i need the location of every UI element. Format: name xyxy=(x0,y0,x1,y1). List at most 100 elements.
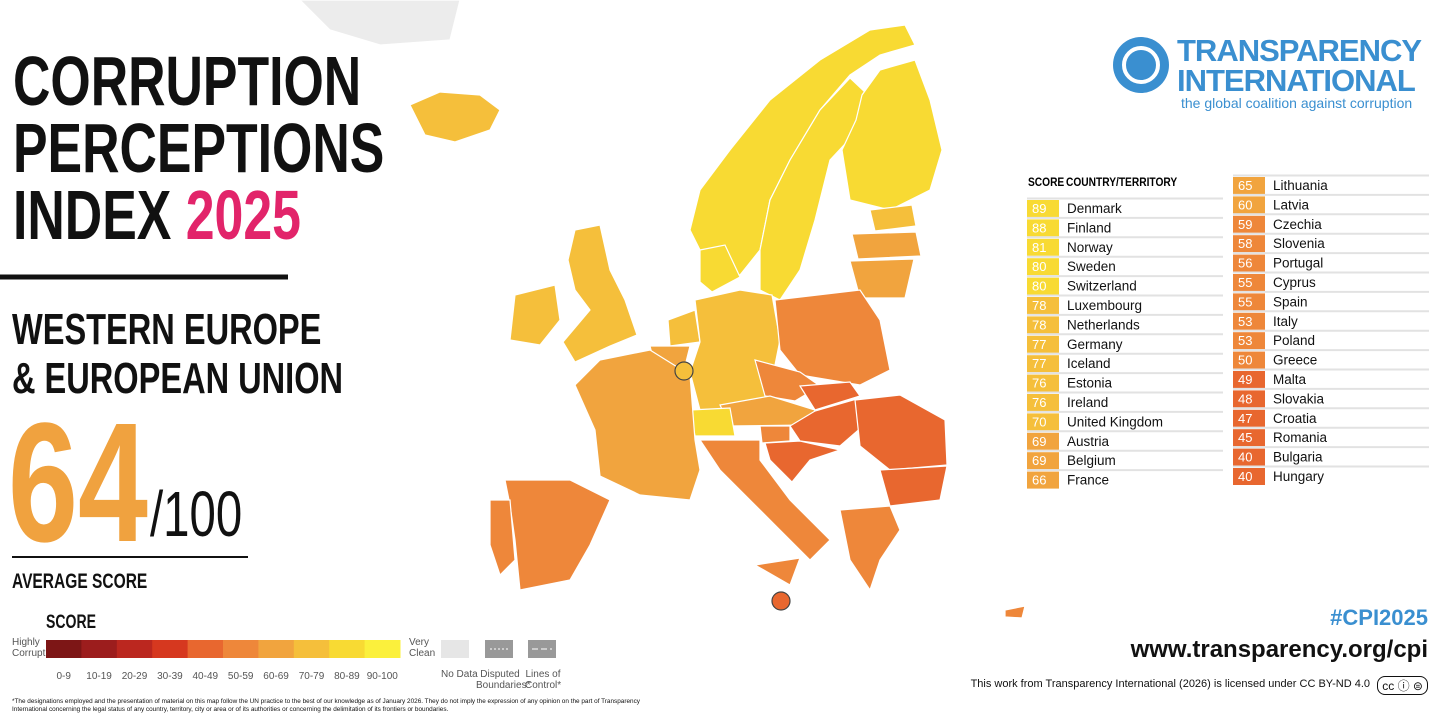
logo: TRANSPARENCY INTERNATIONAL xyxy=(1177,33,1422,98)
country-name: Hungary xyxy=(1273,469,1324,484)
score-cell xyxy=(1027,374,1059,392)
country-shape xyxy=(489,499,516,577)
legend-bin-label: 60-69 xyxy=(263,671,289,682)
score-text: 66 xyxy=(1032,473,1046,488)
legend-swatch xyxy=(81,640,118,658)
score-text: 45 xyxy=(1238,430,1252,445)
logo-text: INTERNATIONAL xyxy=(1177,63,1416,98)
logo-tagline: the global coalition against corruption xyxy=(1181,95,1413,111)
legend-swatch xyxy=(223,640,259,658)
country-name: Czechia xyxy=(1273,217,1322,232)
legend-bin-label: 40-49 xyxy=(193,671,219,682)
region-line: & EUROPEAN UNION xyxy=(12,354,344,403)
country-name: Austria xyxy=(1067,434,1110,449)
score-text: 80 xyxy=(1032,259,1046,274)
country-shape xyxy=(562,224,638,363)
legend-swatch xyxy=(152,640,189,658)
legend-bin-label: 80-89 xyxy=(334,671,360,682)
url: www.transparency.org/cpi xyxy=(1130,636,1428,663)
map xyxy=(299,0,1026,619)
score-cell xyxy=(1233,215,1265,233)
hashtag: #CPI2025 xyxy=(1330,605,1428,630)
country-name: Portugal xyxy=(1273,256,1323,271)
legend: 0-9 10-19 20-29 30-39 40-49 50-59 60-69 70-79 80… xyxy=(46,640,401,682)
score-text: 48 xyxy=(1238,391,1252,406)
country-shape xyxy=(879,465,948,507)
legend-bin-label: 50-59 xyxy=(228,671,254,682)
score-cell xyxy=(1233,312,1265,330)
score-text: 76 xyxy=(1032,395,1046,410)
country-shape xyxy=(841,59,943,211)
disclaimer: *The designations employed and the prese… xyxy=(12,698,640,713)
legend-loc: Lines of Control* xyxy=(525,669,562,691)
country-name: Luxembourg xyxy=(1067,298,1142,313)
legend-title: SCORE xyxy=(46,612,97,633)
score-cell xyxy=(1027,452,1059,470)
score-cell xyxy=(1233,390,1265,408)
country-name: Romania xyxy=(1273,430,1328,445)
country-shape xyxy=(409,91,501,143)
score-cell xyxy=(1027,355,1059,373)
legend-swatch xyxy=(116,640,153,658)
country-shape xyxy=(689,24,916,276)
country-name: Poland xyxy=(1273,333,1315,348)
country-name: Italy xyxy=(1273,314,1298,329)
license: This work from Transparency Internationa… xyxy=(970,678,1370,690)
table-header: COUNTRY/TERRITORY xyxy=(1066,176,1178,189)
score-text: 80 xyxy=(1032,279,1046,294)
country-name: Greece xyxy=(1273,353,1317,368)
title-line: INDEX 2025 xyxy=(13,180,384,250)
legend-swatch xyxy=(187,640,224,658)
country-shape xyxy=(667,309,701,347)
country-name: Iceland xyxy=(1067,356,1111,371)
score-text: 77 xyxy=(1032,356,1046,371)
score-cell xyxy=(1233,448,1265,466)
legend-bin-label: 10-19 xyxy=(86,671,112,682)
score-text: 40 xyxy=(1238,469,1252,484)
score-text: 70 xyxy=(1032,414,1046,429)
score-text: 76 xyxy=(1032,376,1046,391)
score-cell xyxy=(1027,413,1059,431)
score-text: 58 xyxy=(1238,236,1252,251)
country-shape xyxy=(509,284,561,346)
country-name: United Kingdom xyxy=(1067,414,1163,429)
legend-swatch xyxy=(46,640,82,658)
average-out-of: /100 xyxy=(150,478,243,550)
title-line: INDEX xyxy=(13,176,172,254)
country-name: Switzerland xyxy=(1067,279,1137,294)
title: CORRUPTION PERCEPTIONS INDEX 2025 xyxy=(13,46,385,250)
country-shape xyxy=(504,479,611,591)
country-shape xyxy=(698,439,831,561)
score-text: 56 xyxy=(1238,256,1252,271)
country-shape xyxy=(674,361,694,381)
no-data-swatch xyxy=(441,640,469,658)
title-year: 2025 xyxy=(185,176,301,254)
country-shape xyxy=(869,204,917,232)
logo-text: TRANSPARENCY xyxy=(1177,33,1422,68)
score-text: 69 xyxy=(1032,434,1046,449)
score-cell xyxy=(1233,196,1265,214)
score-cell xyxy=(1027,219,1059,237)
table-header: SCORE xyxy=(1028,176,1064,189)
country-name: Norway xyxy=(1067,240,1113,255)
legend-bin-label: 20-29 xyxy=(122,671,148,682)
legend-swatch xyxy=(258,640,295,658)
score-cell xyxy=(1027,335,1059,353)
title-line: PERCEPTIONS xyxy=(13,109,385,187)
score-text: 50 xyxy=(1238,353,1252,368)
score-cell xyxy=(1233,235,1265,253)
average-score: 64 xyxy=(8,388,148,578)
country-name: Denmark xyxy=(1067,201,1122,216)
score-cell xyxy=(1233,274,1265,291)
score-cell xyxy=(1233,468,1265,485)
country-shape xyxy=(764,440,843,483)
region-line: WESTERN EUROPE xyxy=(12,305,322,354)
country-shape xyxy=(689,407,736,437)
score-text: 55 xyxy=(1238,275,1252,290)
country-name: Sweden xyxy=(1067,259,1116,274)
country-name: France xyxy=(1067,473,1109,488)
country-shape xyxy=(774,289,891,386)
country-name: Lithuania xyxy=(1273,178,1328,193)
legend-swatch xyxy=(364,640,401,658)
